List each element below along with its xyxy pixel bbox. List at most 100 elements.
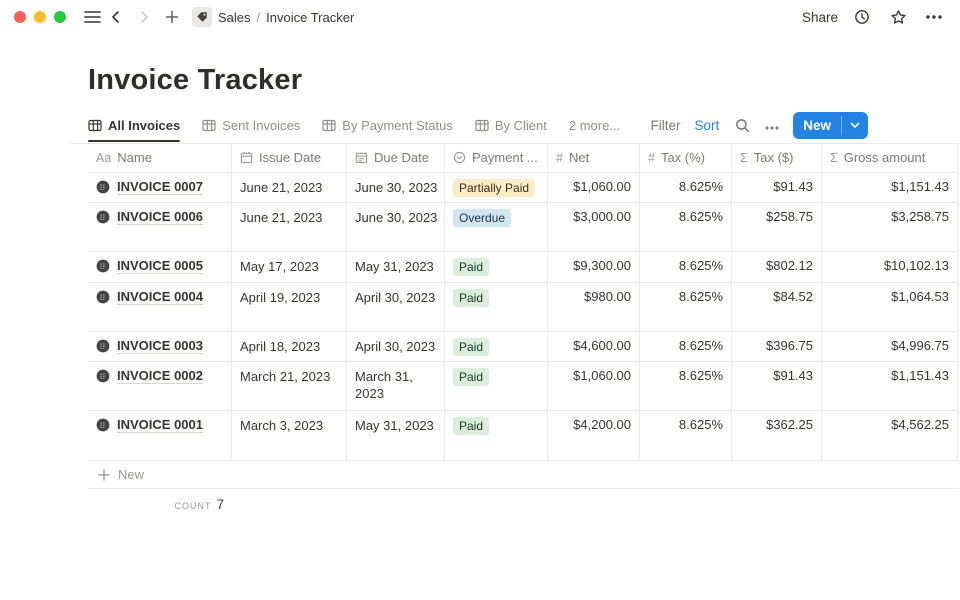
invoice-name-link[interactable]: INVOICE 0005 <box>117 258 203 274</box>
tax-usd-cell[interactable]: $91.43 <box>732 173 822 202</box>
invoice-name-link[interactable]: INVOICE 0004 <box>117 289 203 305</box>
gross-amount-cell[interactable]: $1,151.43 <box>822 173 958 202</box>
column-header-name[interactable]: Aa Name <box>88 143 232 172</box>
column-header-net[interactable]: # Net <box>548 143 640 172</box>
net-cell[interactable]: $9,300.00 <box>548 252 640 282</box>
history-clock-icon[interactable] <box>850 5 874 29</box>
tax-pct-cell[interactable]: 8.625% <box>640 411 732 460</box>
invoice-name-link[interactable]: INVOICE 0002 <box>117 368 203 384</box>
column-header-issue-date[interactable]: Issue Date <box>232 143 347 172</box>
tab-by-payment-status[interactable]: By Payment Status <box>322 118 453 141</box>
name-cell[interactable]: INVOICE 0006 <box>88 203 232 251</box>
due-date-cell[interactable]: June 30, 2023 <box>347 203 445 251</box>
filter-button[interactable]: Filter <box>650 117 681 133</box>
gross-amount-cell[interactable]: $4,996.75 <box>822 332 958 361</box>
tax-usd-cell[interactable]: $362.25 <box>732 411 822 460</box>
payment-status-cell[interactable]: Partially Paid <box>445 173 548 202</box>
payment-status-cell[interactable]: Paid <box>445 283 548 331</box>
net-cell[interactable]: $3,000.00 <box>548 203 640 251</box>
tax-pct-cell[interactable]: 8.625% <box>640 173 732 202</box>
name-cell[interactable]: INVOICE 0007 <box>88 173 232 202</box>
minimize-window-button[interactable] <box>34 11 46 23</box>
tab-by-client[interactable]: By Client <box>475 118 547 141</box>
payment-status-cell[interactable]: Paid <box>445 332 548 361</box>
due-date-cell[interactable]: June 30, 2023 <box>347 173 445 202</box>
invoice-name-link[interactable]: INVOICE 0003 <box>117 338 203 354</box>
tax-pct-cell[interactable]: 8.625% <box>640 283 732 331</box>
new-button[interactable]: New <box>793 111 868 139</box>
back-icon[interactable] <box>104 5 128 29</box>
tax-usd-cell[interactable]: $396.75 <box>732 332 822 361</box>
name-cell[interactable]: INVOICE 0004 <box>88 283 232 331</box>
payment-status-cell[interactable]: Paid <box>445 411 548 460</box>
gross-amount-cell[interactable]: $1,151.43 <box>822 362 958 410</box>
invoice-name-link[interactable]: INVOICE 0006 <box>117 209 203 225</box>
payment-status-cell[interactable]: Paid <box>445 362 548 410</box>
net-cell[interactable]: $4,200.00 <box>548 411 640 460</box>
due-date-cell[interactable]: May 31, 2023 <box>347 252 445 282</box>
due-date-cell[interactable]: April 30, 2023 <box>347 283 445 331</box>
page-tag-icon[interactable] <box>192 7 212 27</box>
invoice-name-link[interactable]: INVOICE 0001 <box>117 417 203 433</box>
forward-icon[interactable] <box>132 5 156 29</box>
column-header-due-date[interactable]: Due Date <box>347 143 445 172</box>
breadcrumb-section[interactable]: Sales <box>218 9 251 25</box>
issue-date-cell[interactable]: April 18, 2023 <box>232 332 347 361</box>
more-options-icon[interactable] <box>922 5 946 29</box>
tax-usd-cell[interactable]: $802.12 <box>732 252 822 282</box>
invoice-page-icon <box>96 180 110 194</box>
net-cell[interactable]: $4,600.00 <box>548 332 640 361</box>
sort-button[interactable]: Sort <box>694 117 720 133</box>
chevron-down-icon[interactable] <box>842 112 868 139</box>
net-cell[interactable]: $1,060.00 <box>548 173 640 202</box>
tab-sent-invoices[interactable]: Sent Invoices <box>202 118 300 141</box>
name-cell[interactable]: INVOICE 0005 <box>88 252 232 282</box>
add-row-button[interactable]: New <box>88 461 958 489</box>
issue-date-cell[interactable]: March 21, 2023 <box>232 362 347 410</box>
more-views-link[interactable]: 2 more... <box>568 117 621 133</box>
net-cell[interactable]: $1,060.00 <box>548 362 640 410</box>
name-cell[interactable]: INVOICE 0003 <box>88 332 232 361</box>
issue-date-cell[interactable]: March 3, 2023 <box>232 411 347 460</box>
due-date-cell[interactable]: May 31, 2023 <box>347 411 445 460</box>
due-date-cell[interactable]: April 30, 2023 <box>347 332 445 361</box>
count-calculation[interactable]: COUNT 7 <box>88 489 232 512</box>
issue-date-cell[interactable]: May 17, 2023 <box>232 252 347 282</box>
new-page-icon[interactable] <box>160 5 184 29</box>
tab-all-invoices[interactable]: All Invoices <box>88 118 181 142</box>
tax-usd-cell[interactable]: $91.43 <box>732 362 822 410</box>
tax-pct-cell[interactable]: 8.625% <box>640 252 732 282</box>
table-row: INVOICE 0007 June 21, 2023 June 30, 2023… <box>88 173 958 203</box>
column-header-gross-amount[interactable]: Σ Gross amount <box>822 143 958 172</box>
due-date-cell[interactable]: March 31, 2023 <box>347 362 445 410</box>
zoom-window-button[interactable] <box>54 11 66 23</box>
column-header-payment-status[interactable]: Payment ... <box>445 143 548 172</box>
tax-usd-cell[interactable]: $258.75 <box>732 203 822 251</box>
invoice-name-link[interactable]: INVOICE 0007 <box>117 179 203 195</box>
issue-date-cell[interactable]: June 21, 2023 <box>232 173 347 202</box>
gross-amount-cell[interactable]: $1,064.53 <box>822 283 958 331</box>
tax-pct-cell[interactable]: 8.625% <box>640 362 732 410</box>
payment-status-cell[interactable]: Overdue <box>445 203 548 251</box>
net-cell[interactable]: $980.00 <box>548 283 640 331</box>
gross-amount-cell[interactable]: $4,562.25 <box>822 411 958 460</box>
breadcrumb-page[interactable]: Invoice Tracker <box>266 9 355 25</box>
payment-status-cell[interactable]: Paid <box>445 252 548 282</box>
column-header-tax-usd[interactable]: Σ Tax ($) <box>732 143 822 172</box>
tax-pct-cell[interactable]: 8.625% <box>640 203 732 251</box>
tax-pct-cell[interactable]: 8.625% <box>640 332 732 361</box>
name-cell[interactable]: INVOICE 0002 <box>88 362 232 410</box>
tax-usd-cell[interactable]: $84.52 <box>732 283 822 331</box>
share-button[interactable]: Share <box>801 9 838 25</box>
search-icon[interactable] <box>733 116 751 134</box>
gross-amount-cell[interactable]: $3,258.75 <box>822 203 958 251</box>
issue-date-cell[interactable]: June 21, 2023 <box>232 203 347 251</box>
view-options-icon[interactable] <box>765 118 779 133</box>
close-window-button[interactable] <box>14 11 26 23</box>
gross-amount-cell[interactable]: $10,102.13 <box>822 252 958 282</box>
name-cell[interactable]: INVOICE 0001 <box>88 411 232 460</box>
column-header-tax-pct[interactable]: # Tax (%) <box>640 143 732 172</box>
issue-date-cell[interactable]: April 19, 2023 <box>232 283 347 331</box>
sidebar-menu-icon[interactable] <box>80 5 104 29</box>
favorite-star-icon[interactable] <box>886 5 910 29</box>
